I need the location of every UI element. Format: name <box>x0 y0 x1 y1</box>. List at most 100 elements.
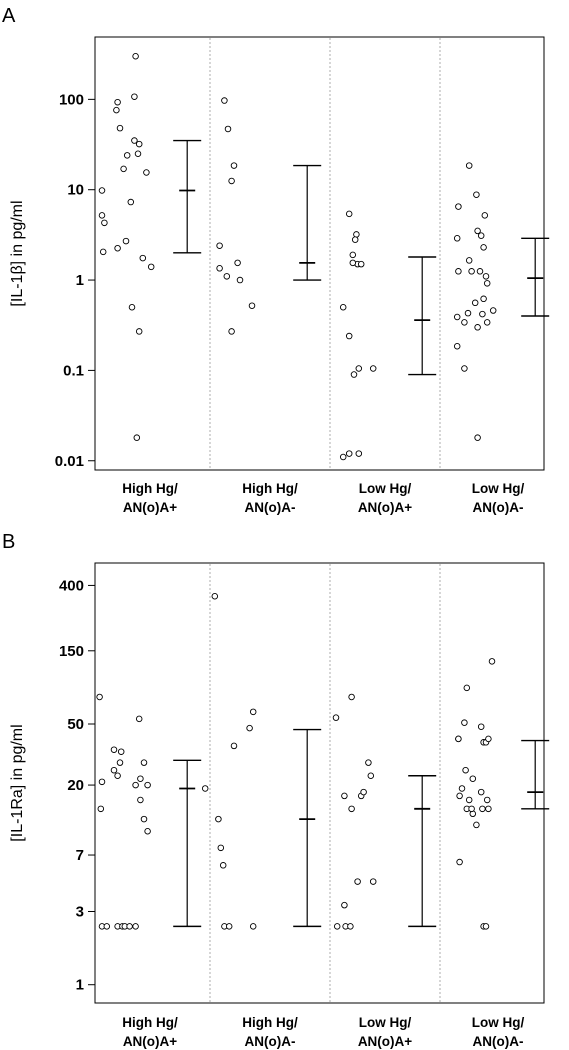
data-point <box>367 772 375 780</box>
data-point <box>473 821 480 829</box>
data-point <box>351 236 359 243</box>
data-point <box>333 923 341 930</box>
category-label-line2: AN(o)A+ <box>358 1034 412 1049</box>
data-point <box>101 219 108 227</box>
data-point <box>99 248 107 256</box>
data-point <box>455 735 462 743</box>
data-point <box>132 53 139 60</box>
data-point <box>110 746 118 753</box>
data-point <box>139 254 147 262</box>
data-point <box>474 434 481 441</box>
data-point <box>353 231 360 238</box>
plot-frame <box>94 562 545 1004</box>
data-point <box>236 276 244 284</box>
data-point <box>137 796 144 804</box>
y-axis-label: [IL-1Ra] in pg/ml <box>9 724 26 841</box>
data-point <box>134 150 142 158</box>
category-label-line2: AN(o)A+ <box>358 500 412 515</box>
data-point <box>350 371 358 378</box>
data-point <box>216 242 223 249</box>
data-point <box>135 140 143 148</box>
data-point <box>223 273 231 280</box>
data-point <box>477 723 485 730</box>
data-point <box>456 792 463 800</box>
data-point <box>98 212 106 219</box>
data-point <box>249 923 257 930</box>
data-point <box>468 268 475 275</box>
data-point <box>468 805 475 813</box>
data-point <box>482 923 490 930</box>
data-point <box>488 658 496 665</box>
y-axis-label: [IL-1β] in pg/ml <box>9 200 26 306</box>
chart-panel-b: B 1 3 7 20 50 150 400 [IL-1Ra] in pg/ml High Hg/A… <box>2 531 550 1049</box>
data-point <box>133 434 141 441</box>
data-point <box>345 332 353 340</box>
data-point <box>332 714 340 721</box>
data-point <box>132 923 139 930</box>
data-point <box>455 268 462 275</box>
data-point <box>143 169 150 176</box>
data-point <box>135 715 143 723</box>
data-point <box>369 365 377 372</box>
data-point <box>234 259 241 267</box>
data-point <box>123 152 131 159</box>
data-point <box>473 191 480 198</box>
data-point <box>122 237 130 245</box>
data-point <box>216 265 223 272</box>
chart-panel-a: A 0.01 0.1 1 10 100 [IL-1β] in pg/ml High Hg/AN… <box>2 5 550 515</box>
category-label-line1: Low Hg/ <box>472 1015 525 1030</box>
data-point <box>131 93 138 100</box>
data-point <box>339 453 347 461</box>
data-point <box>482 273 490 280</box>
data-point <box>477 232 485 239</box>
category-label-line1: High Hg/ <box>122 481 178 496</box>
data-point <box>471 299 479 307</box>
category-label-line2: AN(o)A- <box>473 500 524 515</box>
data-point <box>483 319 491 326</box>
data-point <box>461 365 468 372</box>
category-label-line1: High Hg/ <box>242 481 298 496</box>
category-label-line1: Low Hg/ <box>472 481 525 496</box>
panel-label: B <box>2 531 15 553</box>
data-point <box>114 244 121 252</box>
data-point <box>462 766 469 774</box>
data-point <box>201 785 209 792</box>
data-point <box>128 304 136 311</box>
data-point <box>103 923 111 930</box>
data-point <box>140 759 148 766</box>
data-point <box>211 593 219 600</box>
data-point <box>365 759 372 766</box>
data-point <box>485 805 492 813</box>
y-tick-label: 400 <box>59 577 84 594</box>
data-point <box>132 781 139 789</box>
data-point <box>357 260 365 268</box>
category-label-line2: AN(o)A- <box>473 1034 524 1049</box>
data-point <box>97 805 105 813</box>
data-point <box>455 203 462 210</box>
data-point <box>355 365 363 372</box>
data-point <box>98 778 106 786</box>
data-point <box>110 766 118 774</box>
data-point <box>96 693 103 701</box>
category-label-line2: AN(o)A- <box>245 500 296 515</box>
data-point <box>477 788 485 796</box>
category-label-line2: AN(o)A+ <box>123 1034 177 1049</box>
data-point <box>465 257 473 264</box>
data-point <box>345 450 353 457</box>
data-point <box>354 878 361 885</box>
data-point <box>127 198 135 206</box>
data-point <box>489 307 497 314</box>
data-point <box>485 735 492 743</box>
data-point <box>225 923 233 930</box>
data-point <box>461 719 468 726</box>
data-point <box>147 263 155 271</box>
category-label-line2: AN(o)A- <box>245 1034 296 1049</box>
data-point <box>453 313 461 321</box>
data-point <box>341 792 348 800</box>
y-tick-label: 1 <box>76 272 84 289</box>
y-tick-label: 10 <box>67 182 84 199</box>
category-label-line1: High Hg/ <box>122 1015 178 1030</box>
y-tick-label: 7 <box>76 847 84 864</box>
data-point <box>117 748 125 755</box>
